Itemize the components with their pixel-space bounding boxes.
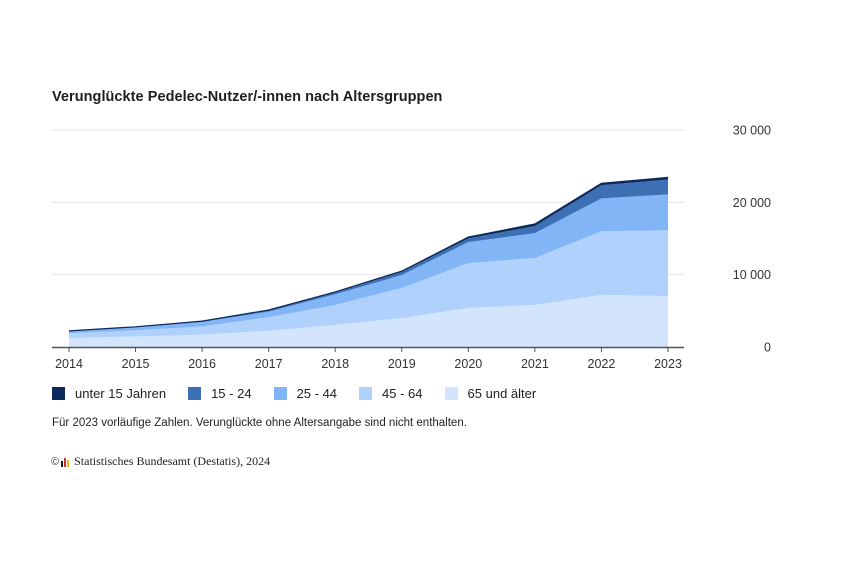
legend-label: unter 15 Jahren: [75, 386, 167, 401]
area-25---44[interactable]: [69, 194, 668, 334]
legend-item-25-44[interactable]: 25 - 44: [273, 386, 338, 401]
legend-label: 45 - 64: [382, 386, 423, 401]
legend-item-15-24[interactable]: 15 - 24: [188, 386, 252, 401]
legend-swatch: [52, 387, 65, 400]
x-tick-label: 2023: [654, 357, 682, 371]
total-outline: [68, 176, 669, 332]
legend-swatch: [444, 387, 458, 400]
area-15---24[interactable]: [69, 179, 668, 332]
footnote: Für 2023 vorläufige Zahlen. Verunglückte…: [52, 417, 467, 429]
chart-title: Verunglückte Pedelec-Nutzer/-innen nach …: [52, 89, 443, 105]
x-tick-label: 2021: [521, 357, 549, 371]
x-tick-label: 2016: [188, 357, 216, 371]
source-text: Statistisches Bundesamt (Destatis), 2024: [74, 454, 271, 468]
destatis-logo-icon: [61, 457, 70, 467]
y-tick-label: 0: [764, 341, 771, 355]
legend-swatch: [273, 387, 287, 400]
legend-item-45-64[interactable]: 45 - 64: [359, 386, 423, 401]
x-tick-label: 2014: [55, 357, 83, 371]
area-65-und-älter[interactable]: [69, 294, 668, 347]
legend-item-65-plus[interactable]: 65 und älter: [444, 386, 537, 401]
legend-swatch: [188, 387, 202, 400]
x-tick-label: 2017: [255, 357, 283, 371]
legend-label: 65 und älter: [467, 386, 537, 401]
y-tick-label: 10 000: [733, 268, 771, 282]
source-credit: © Statistisches Bundesamt (Destatis), 20…: [51, 454, 270, 469]
legend-swatch: [359, 387, 373, 400]
legend-item-under-15[interactable]: unter 15 Jahren: [52, 386, 166, 401]
copyright-icon: ©: [51, 455, 60, 468]
legend-label: 25 - 44: [296, 386, 338, 401]
x-tick-label: 2020: [454, 357, 482, 371]
area-45---64[interactable]: [69, 230, 668, 338]
x-tick-label: 2022: [588, 357, 616, 371]
legend-label: 15 - 24: [211, 386, 252, 401]
x-tick-label: 2015: [122, 357, 150, 371]
area-series: [68, 176, 669, 347]
x-tick-label: 2018: [321, 357, 349, 371]
y-tick-label: 20 000: [733, 196, 771, 210]
axes: 0 10 000 20 000 30 000 2014 2015 2016 2017 2018 2…: [52, 124, 771, 371]
x-tick-label: 2019: [388, 357, 416, 371]
legend: unter 15 Jahren 15 - 24 25 - 44 45 - 64 …: [52, 386, 558, 401]
y-tick-label: 30 000: [733, 124, 771, 138]
